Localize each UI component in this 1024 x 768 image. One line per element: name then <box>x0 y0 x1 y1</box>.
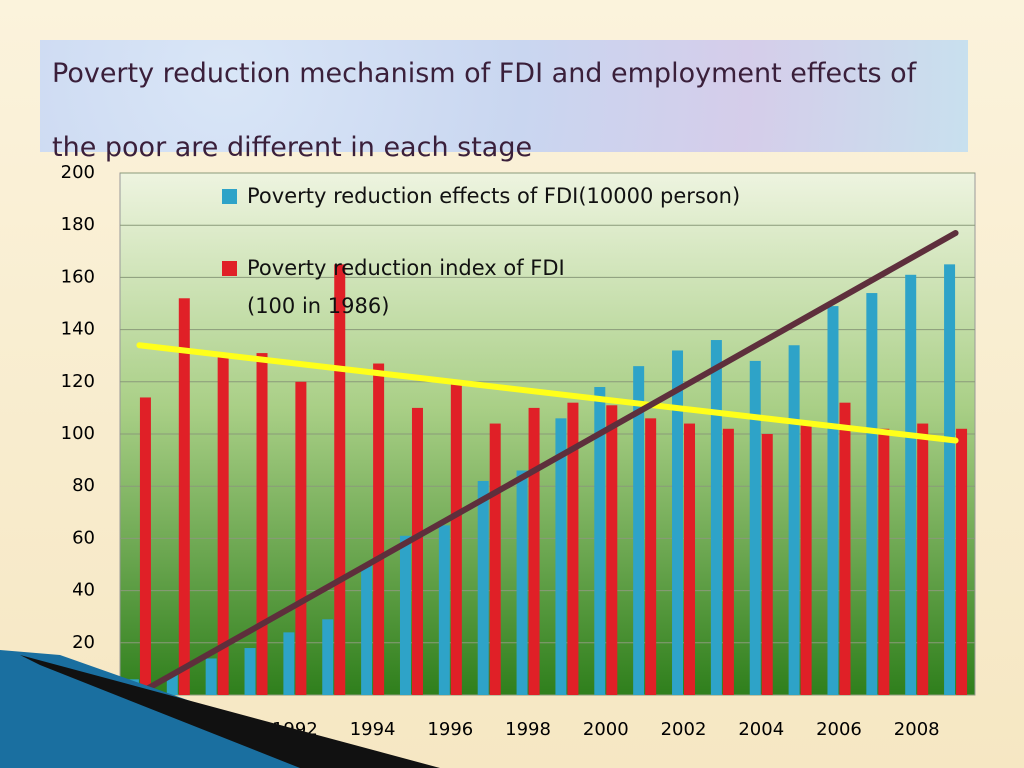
bar <box>917 423 929 695</box>
legend-swatch <box>222 189 237 204</box>
bar <box>399 535 411 695</box>
x-tick-label: 2004 <box>738 719 784 740</box>
bar <box>256 353 268 695</box>
x-tick-label: 1998 <box>505 719 551 740</box>
bar <box>672 350 684 695</box>
legend-label: Poverty reduction index of FDI (100 in 1… <box>247 256 565 318</box>
bar <box>438 525 450 695</box>
chart-title: Poverty reduction mechanism of FDI and e… <box>52 58 917 163</box>
bar <box>295 381 307 695</box>
y-tick-label: 20 <box>72 632 95 653</box>
bar <box>489 423 501 695</box>
legend-label: Poverty reduction effects of FDI(10000 p… <box>247 184 741 208</box>
bar <box>516 470 528 695</box>
x-tick-label: 2008 <box>894 719 940 740</box>
bar <box>633 366 645 695</box>
x-tick-label: 1994 <box>350 719 396 740</box>
bar <box>594 387 606 695</box>
x-tick-label: 2002 <box>661 719 707 740</box>
bar <box>166 674 178 695</box>
bar <box>866 293 878 695</box>
bar <box>555 418 567 695</box>
bar <box>178 298 190 695</box>
legend-swatch <box>222 261 237 276</box>
bar <box>361 564 373 695</box>
y-tick-label: 160 <box>61 266 95 287</box>
y-tick-label: 60 <box>72 527 95 548</box>
bar <box>749 360 761 695</box>
trend-line <box>136 230 959 697</box>
bar <box>567 402 579 695</box>
bar <box>334 264 346 695</box>
y-tick-label: 140 <box>61 319 95 340</box>
y-tick-label: 120 <box>61 371 95 392</box>
bar <box>800 423 812 695</box>
x-tick-label: 2000 <box>583 719 629 740</box>
bar <box>710 340 722 695</box>
bar <box>645 418 657 695</box>
bar <box>761 434 773 695</box>
bar <box>878 428 890 695</box>
y-tick-label: 80 <box>72 475 95 496</box>
bar <box>944 264 956 695</box>
bar <box>217 355 229 695</box>
bar <box>322 619 334 695</box>
bar <box>827 306 839 695</box>
bar <box>839 402 851 695</box>
x-tick-label: 2006 <box>816 719 862 740</box>
trend-line <box>136 342 959 444</box>
bar <box>956 428 968 695</box>
bar <box>606 405 618 695</box>
bar <box>205 658 217 695</box>
y-tick-label: 200 <box>61 162 95 183</box>
chart-layer: 0204060801001201401601802001987199019921… <box>61 162 975 740</box>
x-tick-label: 1996 <box>427 719 473 740</box>
bar <box>450 381 462 695</box>
bar <box>244 648 256 695</box>
bar <box>788 345 800 695</box>
bar <box>684 423 696 695</box>
y-tick-label: 100 <box>61 423 95 444</box>
bar <box>283 632 295 695</box>
bar <box>373 363 385 695</box>
bar <box>477 480 489 695</box>
y-tick-label: 40 <box>72 580 95 601</box>
title-box: Poverty reduction mechanism of FDI and e… <box>40 40 968 163</box>
y-tick-label: 180 <box>61 214 95 235</box>
bar <box>905 274 917 695</box>
decor-wedge-dark <box>20 655 440 768</box>
bar <box>411 407 423 695</box>
bar <box>139 397 151 695</box>
bar <box>722 428 734 695</box>
bar <box>528 407 540 695</box>
